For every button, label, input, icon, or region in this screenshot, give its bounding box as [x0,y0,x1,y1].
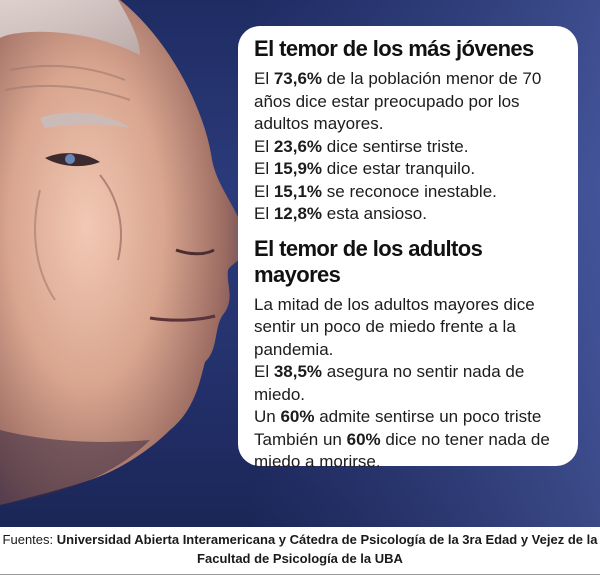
stat-value: 15,1% [273,181,323,201]
stat-line: El 38,5% asegura no sentir nada de miedo… [254,362,525,404]
stat-line: El 12,8% esta ansioso. [254,204,427,223]
stat-line: El 15,1% se reconoce inestable. [254,181,497,201]
footer-sources: Universidad Abierta Interamericana y Cát… [56,532,598,566]
stat-line: El 73,6% de la población menor de 70 año… [254,69,542,133]
stat-line: El 15,9% dice estar tranquilo. [254,159,476,178]
stat-value: 60% [280,407,315,426]
info-card: El temor de los más jóvenes El 73,6% de … [238,26,578,471]
stat-value: 38,5% [273,362,323,381]
sources-footer: Fuentes: Universidad Abierta Interameric… [0,527,600,575]
stat-line: El 23,6% dice sentirse triste. [254,136,469,156]
stat-value: 15,9% [273,159,323,178]
stat-value: 60% [346,429,381,449]
stat-value: 73,6% [273,69,323,88]
section1-title: El temor de los más jóvenes [254,36,534,61]
section2-intro: La mitad de los adultos mayores dice sen… [254,294,535,359]
stat-line: Un 60% admite sentirse un poco triste [254,407,542,426]
section2-title: El temor de los adultos mayores [254,235,483,287]
stat-line: También un 60% dice no tener nada de mie… [254,429,550,472]
stat-value: 12,8% [273,204,323,223]
footer-label: Fuentes: [2,532,57,547]
stat-value: 23,6% [273,136,323,156]
